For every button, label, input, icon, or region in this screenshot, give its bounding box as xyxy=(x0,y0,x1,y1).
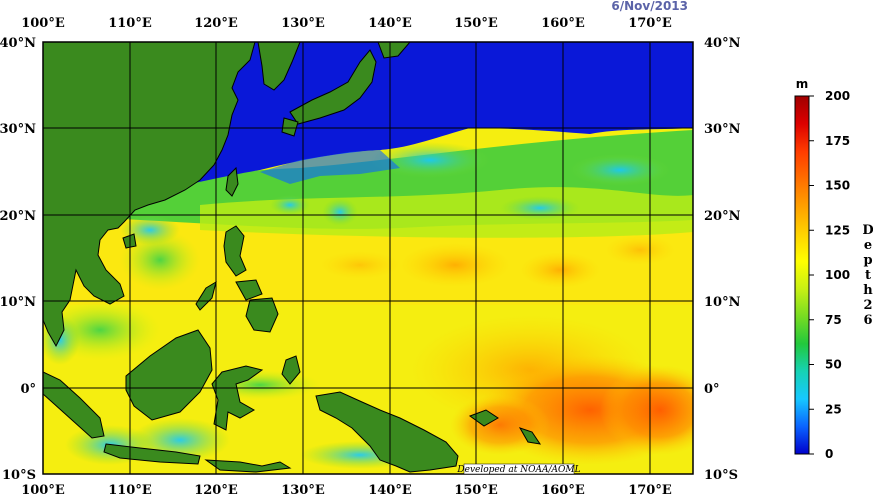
land xyxy=(43,42,542,473)
map-frame xyxy=(42,41,694,475)
halmahera xyxy=(281,355,301,385)
colorbar-tick-label: 125 xyxy=(825,223,850,237)
colorbar-tick-label: 75 xyxy=(825,313,842,327)
new-guinea xyxy=(315,391,459,473)
colorbar-tick-label: 100 xyxy=(825,268,850,282)
lon-ticks-bottom: 100°E 110°E 120°E 130°E 140°E 150°E 160°… xyxy=(21,483,672,498)
japan-honshu xyxy=(289,49,377,125)
colorbar-tick-label: 200 xyxy=(825,89,850,103)
lat-tick: 20°N xyxy=(0,209,36,224)
lat-tick: 10°N xyxy=(704,295,741,310)
colorbar-tick-label: 50 xyxy=(825,358,842,372)
lon-tick: 130°E xyxy=(281,16,325,31)
graticule xyxy=(43,42,693,474)
lon-tick: 100°E xyxy=(21,483,65,498)
lon-tick: 150°E xyxy=(454,16,498,31)
colorbar-title-char: D xyxy=(862,223,873,238)
colorbar-title-char: h xyxy=(863,283,873,298)
lat-ticks-left: 40°N 30°N 20°N 10°N 0° 10°S xyxy=(0,36,36,483)
lat-ticks-right: 40°N 30°N 20°N 10°N 0° 10°S xyxy=(704,36,741,483)
lat-tick: 30°N xyxy=(0,122,36,137)
new-britain xyxy=(468,409,499,427)
colorbar-title-char: e xyxy=(864,238,872,253)
mindanao xyxy=(245,297,279,333)
lat-tick: 0° xyxy=(704,382,720,397)
asia-mainland xyxy=(43,42,256,348)
lon-tick: 130°E xyxy=(281,483,325,498)
lon-tick: 100°E xyxy=(21,16,65,31)
date-label: 6/Nov/2013 xyxy=(611,0,688,13)
korea xyxy=(257,42,301,91)
colorbar-tick-label: 175 xyxy=(825,134,850,148)
lon-tick: 110°E xyxy=(108,483,152,498)
lon-tick: 120°E xyxy=(194,483,238,498)
lat-tick: 10°S xyxy=(704,468,738,483)
lon-tick: 150°E xyxy=(454,483,498,498)
lat-tick: 40°N xyxy=(0,36,36,51)
depth26-field xyxy=(43,42,693,474)
lat-tick: 20°N xyxy=(704,209,741,224)
credit-text: Developed at NOAA/AOML xyxy=(456,465,580,475)
colorbar-tick-label: 25 xyxy=(825,402,842,416)
lon-tick: 140°E xyxy=(368,16,412,31)
lon-tick: 120°E xyxy=(194,16,238,31)
lon-tick: 160°E xyxy=(541,16,585,31)
lon-tick: 140°E xyxy=(368,483,412,498)
lon-tick: 170°E xyxy=(628,16,672,31)
lon-ticks-top: 100°E 110°E 120°E 130°E 140°E 150°E 160°… xyxy=(21,16,672,31)
lat-tick: 10°N xyxy=(0,295,36,310)
colorbar-title-char: t xyxy=(865,268,871,283)
japan-hokkaido xyxy=(377,42,411,59)
colorbar-title-char: 6 xyxy=(863,313,872,328)
colorbar-tick-label: 150 xyxy=(825,179,850,193)
lat-tick: 30°N xyxy=(704,122,741,137)
colorbar-title-char: p xyxy=(863,253,872,268)
credit-box: Developed at NOAA/AOML xyxy=(456,463,581,475)
visayas xyxy=(235,279,263,301)
lat-tick: 40°N xyxy=(704,36,741,51)
japan-kyushu xyxy=(281,117,299,137)
colorbar-tick-label: 0 xyxy=(825,447,833,461)
lon-tick: 160°E xyxy=(541,483,585,498)
lat-tick: 10°S xyxy=(2,468,36,483)
borneo xyxy=(125,329,213,421)
java xyxy=(103,443,201,465)
lesser-sundas xyxy=(204,459,292,473)
colorbar-bar xyxy=(794,95,810,455)
taiwan xyxy=(225,166,239,197)
colorbar-ticks: 0 25 50 75 100 125 150 175 200 xyxy=(809,89,850,461)
colorbar-title-char: 2 xyxy=(863,298,872,313)
solomons xyxy=(518,427,542,445)
lon-tick: 170°E xyxy=(628,483,672,498)
colorbar-unit: m xyxy=(796,77,809,91)
luzon xyxy=(223,225,247,277)
sulawesi xyxy=(211,365,264,431)
lat-tick: 0° xyxy=(20,382,36,397)
lon-tick: 110°E xyxy=(108,16,152,31)
